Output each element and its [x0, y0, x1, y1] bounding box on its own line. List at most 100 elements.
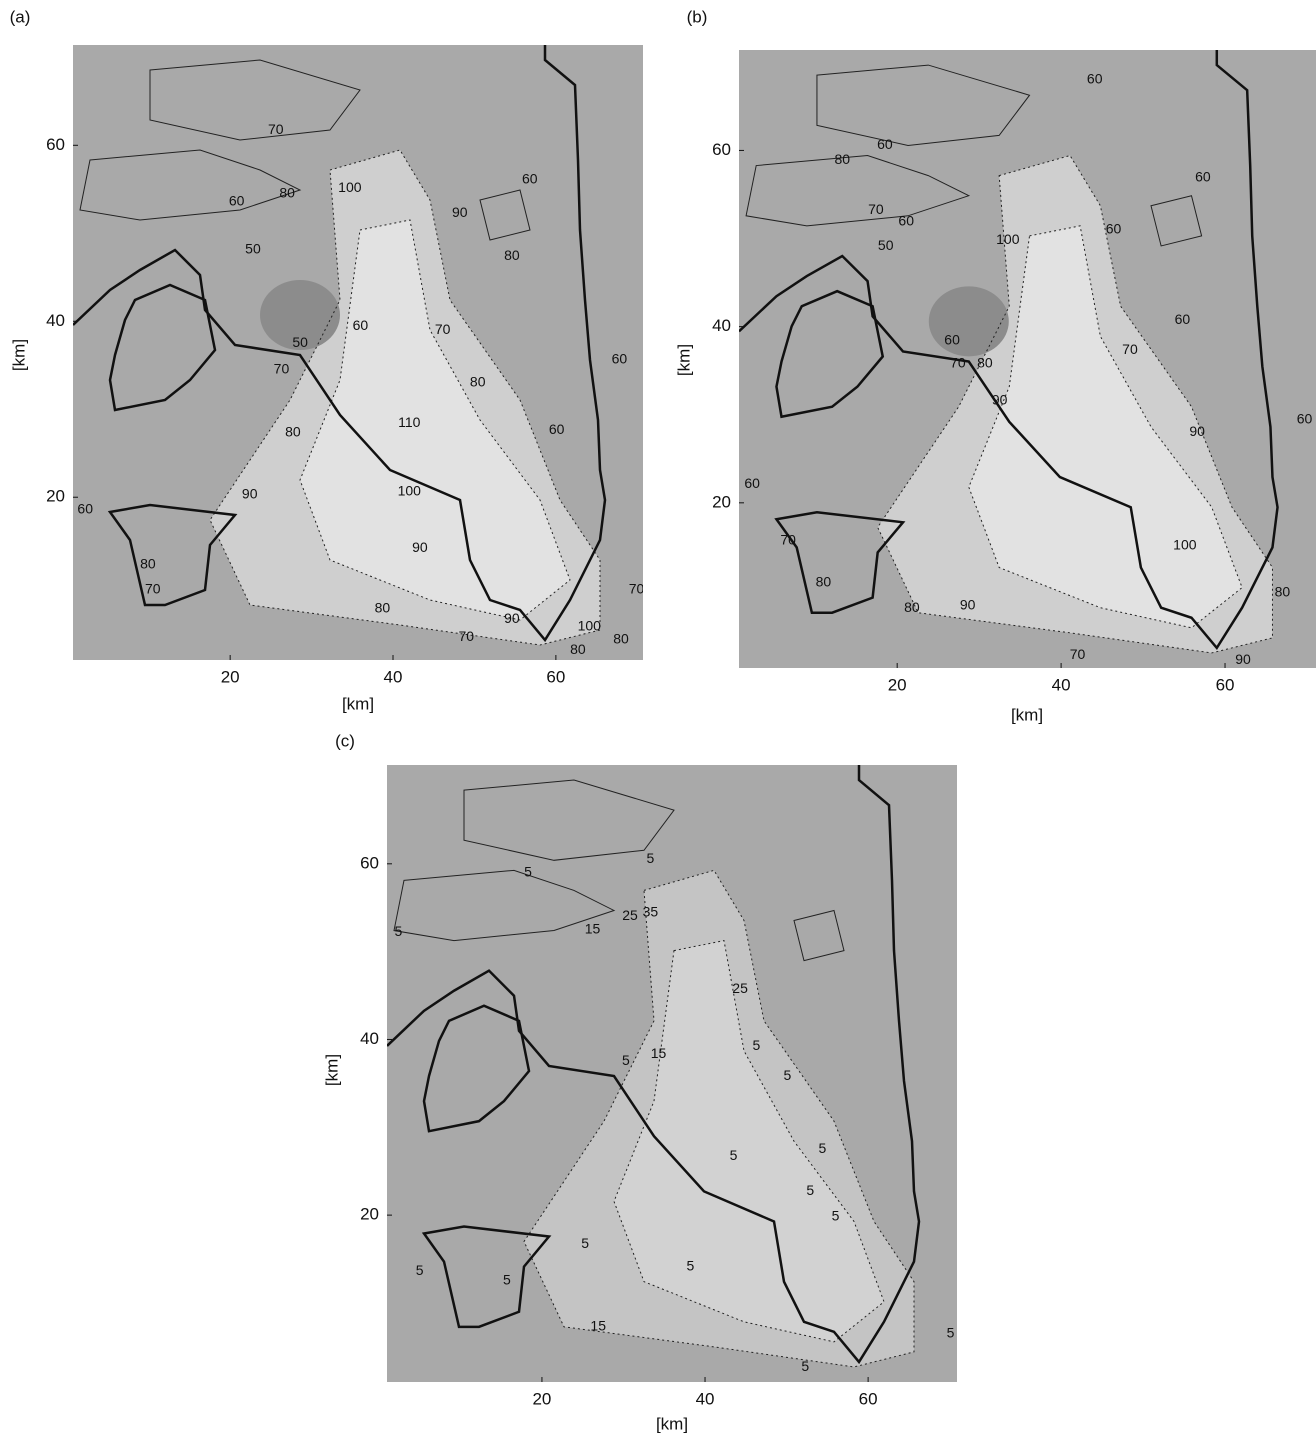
contour-label: 15 [651, 1045, 667, 1061]
y-tick-label: 20 [46, 487, 65, 506]
contour-label: 70 [1122, 341, 1138, 357]
contour-label: 100 [398, 483, 422, 499]
contour-label: 60 [229, 192, 245, 208]
contour-label: 90 [1235, 651, 1251, 667]
contour-label: 90 [412, 539, 428, 555]
contour-label: 5 [581, 1235, 589, 1251]
contour-label: 80 [470, 374, 486, 390]
contour-label: 5 [416, 1262, 424, 1278]
contour-label: 60 [522, 170, 538, 186]
panel-label: (c) [335, 731, 355, 750]
contour-label: 80 [570, 641, 586, 657]
y-tick-label: 40 [360, 1029, 379, 1048]
x-tick-label: 20 [532, 1389, 551, 1408]
contour-label: 35 [643, 904, 659, 920]
contour-label: 80 [977, 354, 993, 370]
contour-label: 80 [285, 424, 301, 440]
y-tick-label: 20 [712, 492, 731, 511]
contour-label: 90 [992, 391, 1008, 407]
contour-label: 60 [877, 136, 893, 152]
x-tick-label: 60 [1216, 675, 1235, 694]
x-tick-label: 20 [221, 667, 240, 686]
x-tick-label: 20 [888, 675, 907, 694]
y-axis-label: [km] [674, 344, 693, 376]
contour-label: 5 [646, 850, 654, 866]
contour-label: 60 [898, 212, 914, 228]
panel-label: (b) [687, 7, 708, 26]
contour-label: 80 [1275, 583, 1291, 599]
y-tick-label: 60 [46, 135, 65, 154]
contour-label: 5 [730, 1147, 738, 1163]
contour-label: 60 [353, 317, 369, 333]
contour-label: 80 [834, 151, 850, 167]
contour-label: 50 [245, 241, 261, 257]
contour-label: 110 [398, 414, 421, 430]
contour-label: 60 [1175, 311, 1191, 327]
dark-region [929, 286, 1009, 356]
contour-label: 70 [274, 360, 290, 376]
y-tick-label: 60 [712, 140, 731, 159]
contour-label: 80 [504, 247, 520, 263]
contour-label: 60 [944, 331, 960, 347]
contour-label: 90 [452, 204, 468, 220]
contour-label: 90 [242, 485, 258, 501]
y-tick-label: 60 [360, 853, 379, 872]
contour-label: 60 [612, 351, 628, 367]
contour-label: 80 [140, 556, 156, 572]
contour-label: 100 [578, 617, 602, 633]
contour-label: 25 [622, 907, 638, 923]
y-tick-label: 40 [46, 311, 65, 330]
figure: 6050708050607080901001109080709010080608… [0, 0, 1316, 1438]
contour-label: 70 [1070, 646, 1086, 662]
contour-label: 100 [1173, 537, 1197, 553]
contour-label: 15 [590, 1317, 606, 1333]
contour-label: 5 [503, 1272, 511, 1288]
contour-label: 5 [801, 1358, 809, 1374]
contour-label: 60 [77, 500, 93, 516]
contour-label: 5 [783, 1067, 791, 1083]
contour-label: 5 [686, 1258, 694, 1274]
contour-label: 100 [338, 179, 362, 195]
contour-label: 60 [1087, 71, 1103, 87]
x-axis-label: [km] [342, 694, 374, 713]
y-tick-label: 40 [712, 316, 731, 335]
contour-label: 70 [868, 201, 884, 217]
contour-label: 70 [950, 354, 966, 370]
x-tick-label: 40 [384, 667, 403, 686]
contour-label: 90 [1189, 423, 1205, 439]
x-tick-label: 40 [1052, 675, 1071, 694]
contour-label: 60 [1106, 220, 1122, 236]
page: {"chart_data": [ {"type": "contour", "pa… [0, 0, 1316, 1438]
contour-label: 100 [996, 231, 1020, 247]
contour-label: 50 [292, 334, 308, 350]
contour-label: 70 [459, 628, 475, 644]
contour-label: 15 [585, 920, 601, 936]
contour-label: 5 [806, 1182, 814, 1198]
contour-label: 80 [613, 630, 629, 646]
y-axis-label: [km] [322, 1054, 341, 1086]
contour-label: 60 [1195, 168, 1211, 184]
contour-label: 80 [904, 599, 920, 615]
contour-label: 5 [524, 863, 532, 879]
contour-label: 50 [878, 237, 894, 253]
contour-label: 90 [504, 610, 520, 626]
contour-label: 70 [629, 580, 645, 596]
contour-label: 70 [268, 121, 284, 137]
contour-label: 60 [549, 421, 565, 437]
x-axis-label: [km] [656, 1414, 688, 1433]
contour-label: 5 [947, 1324, 955, 1340]
contour-label: 60 [744, 475, 760, 491]
contour-label: 70 [145, 580, 161, 596]
contour-label: 60 [1297, 411, 1313, 427]
contour-label: 80 [816, 574, 832, 590]
x-tick-label: 60 [546, 667, 565, 686]
x-axis-label: [km] [1011, 705, 1043, 724]
contour-label: 5 [753, 1037, 761, 1053]
contour-label: 5 [819, 1140, 827, 1156]
contour-label: 80 [279, 184, 295, 200]
